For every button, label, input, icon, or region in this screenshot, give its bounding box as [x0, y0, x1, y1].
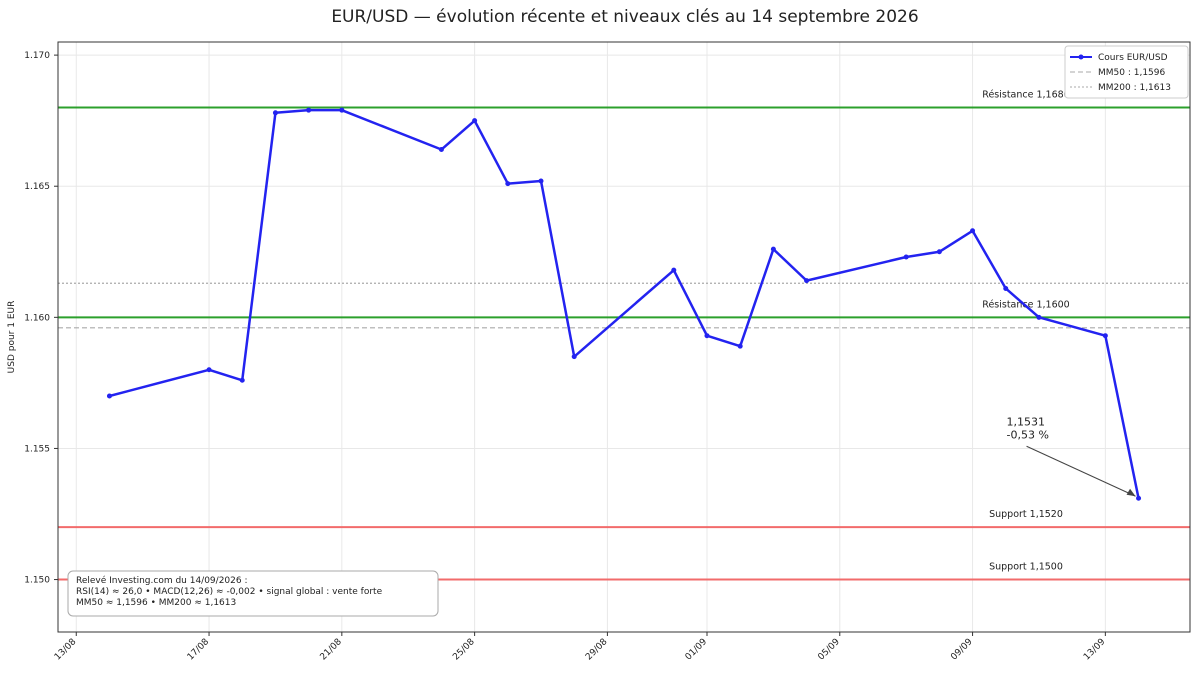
- note-text: RSI(14) ≈ 26,0 • MACD(12,26) ≈ -0,002 • …: [76, 587, 383, 597]
- chart-title: EUR/USD — évolution récente et niveaux c…: [331, 7, 918, 27]
- price-point: [438, 147, 444, 153]
- price-point: [1136, 495, 1142, 501]
- legend-label: MM50 : 1,1596: [1098, 68, 1166, 78]
- price-point: [804, 278, 810, 284]
- y-axis-label: USD pour 1 EUR: [7, 301, 17, 374]
- x-tick-label: 25/08: [451, 637, 477, 663]
- price-point: [1036, 314, 1042, 320]
- price-point: [272, 110, 278, 116]
- legend-marker: [1078, 54, 1084, 60]
- y-tick-label: 1.160: [24, 313, 50, 323]
- legend-label: MM200 : 1,1613: [1098, 83, 1171, 93]
- price-point: [704, 333, 710, 339]
- annotation-text: -0,53 %: [1007, 428, 1049, 441]
- y-tick-label: 1.155: [24, 444, 50, 454]
- price-point: [737, 343, 743, 349]
- price-point: [770, 246, 776, 252]
- x-tick-label: 17/08: [186, 637, 212, 663]
- legend-label: Cours EUR/USD: [1098, 53, 1168, 63]
- x-tick-label: 29/08: [584, 637, 610, 663]
- y-tick-label: 1.150: [24, 576, 50, 586]
- x-tick-label: 13/08: [53, 637, 79, 663]
- price-point: [936, 249, 942, 255]
- level-label: Support 1,1500: [989, 562, 1063, 573]
- price-point: [538, 178, 544, 184]
- price-point: [1003, 285, 1009, 291]
- annotation-text: 1,1531: [1007, 415, 1045, 428]
- legend-box: [1064, 45, 1189, 99]
- price-point: [571, 354, 577, 360]
- x-tick-label: 01/09: [684, 637, 710, 663]
- note-text: MM50 ≈ 1,1596 • MM200 ≈ 1,1613: [76, 598, 236, 608]
- price-point: [339, 107, 345, 113]
- price-point: [505, 181, 511, 187]
- x-tick-label: 05/09: [816, 637, 842, 663]
- price-point: [239, 377, 245, 383]
- price-point: [903, 254, 909, 260]
- note-text: Relevé Investing.com du 14/09/2026 :: [76, 575, 248, 586]
- price-point: [970, 228, 976, 234]
- x-tick-label: 13/09: [1082, 637, 1108, 663]
- price-point: [671, 267, 677, 273]
- x-tick-label: 21/08: [319, 637, 345, 663]
- y-tick-label: 1.170: [24, 51, 50, 61]
- x-tick-label: 09/09: [949, 637, 975, 663]
- price-point: [206, 367, 212, 373]
- y-tick-label: 1.165: [24, 182, 50, 192]
- level-label: Support 1,1520: [989, 509, 1063, 520]
- annotation-arrow: [1026, 445, 1136, 497]
- price-point: [106, 393, 112, 399]
- plot-frame: [57, 41, 1191, 633]
- level-label: Résistance 1,1680: [982, 90, 1069, 101]
- annotation-arrowhead: [1126, 488, 1136, 497]
- price-point: [1102, 333, 1108, 339]
- price-point: [472, 118, 478, 124]
- note-box: [67, 570, 439, 617]
- price-point: [306, 107, 312, 113]
